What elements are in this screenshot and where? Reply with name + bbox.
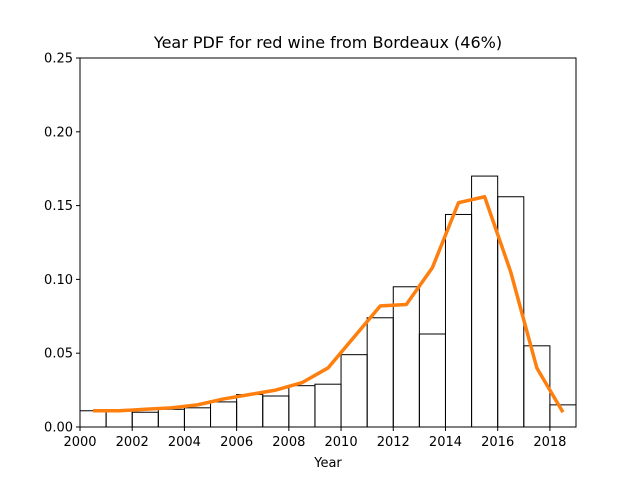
y-tick-label: 0.25 bbox=[44, 52, 73, 67]
histogram-bin-4 bbox=[183, 407, 212, 428]
histogram-bin-15 bbox=[471, 175, 499, 428]
histogram-bin-0 bbox=[79, 410, 107, 428]
x-axis-ticks: 2000 2002 2004 2006 2008 2010 2012 2014 2016 2018 bbox=[63, 427, 566, 450]
y-tick-label: 0.00 bbox=[44, 421, 73, 436]
histogram-bin-5 bbox=[210, 401, 238, 428]
x-tick-label: 2018 bbox=[533, 435, 566, 450]
histogram-bin-14 bbox=[444, 213, 473, 428]
x-tick-label: 2016 bbox=[481, 435, 514, 450]
x-axis-title: Year bbox=[313, 456, 342, 471]
histogram-layer bbox=[79, 175, 577, 428]
x-tick-label: 2002 bbox=[116, 435, 149, 450]
plot-frame bbox=[79, 57, 577, 428]
y-tick-label: 0.10 bbox=[44, 273, 73, 288]
x-tick-label: 2014 bbox=[429, 435, 462, 450]
histogram-bin-11 bbox=[366, 317, 394, 428]
x-tick-label: 2008 bbox=[272, 435, 305, 450]
histogram-bin-9 bbox=[314, 383, 342, 428]
x-tick-label: 2010 bbox=[325, 435, 358, 450]
y-tick-label: 0.20 bbox=[44, 125, 73, 140]
line-series-layer bbox=[93, 194, 565, 414]
y-axis-ticks: 0.00 0.05 0.10 0.15 0.20 0.25 bbox=[44, 52, 80, 436]
histogram-bin-1 bbox=[105, 410, 133, 428]
histogram-bin-6 bbox=[236, 394, 264, 428]
histogram-bin-2 bbox=[131, 411, 159, 428]
x-tick-label: 2004 bbox=[168, 435, 201, 450]
histogram-bin-18 bbox=[549, 404, 577, 428]
histogram-bin-8 bbox=[288, 385, 316, 428]
x-tick-label: 2000 bbox=[63, 435, 96, 450]
histogram-bin-3 bbox=[157, 408, 185, 428]
chart-title: Year PDF for red wine from Bordeaux (46%… bbox=[153, 33, 502, 52]
histogram-bin-13 bbox=[418, 333, 446, 428]
x-tick-label: 2012 bbox=[377, 435, 410, 450]
y-tick-label: 0.15 bbox=[44, 199, 73, 214]
histogram-bin-12 bbox=[392, 286, 420, 428]
x-tick-label: 2006 bbox=[220, 435, 253, 450]
y-tick-label: 0.05 bbox=[44, 347, 73, 362]
series-line-0 bbox=[93, 194, 565, 414]
histogram-bin-10 bbox=[340, 354, 368, 428]
histogram-bin-7 bbox=[262, 395, 290, 428]
